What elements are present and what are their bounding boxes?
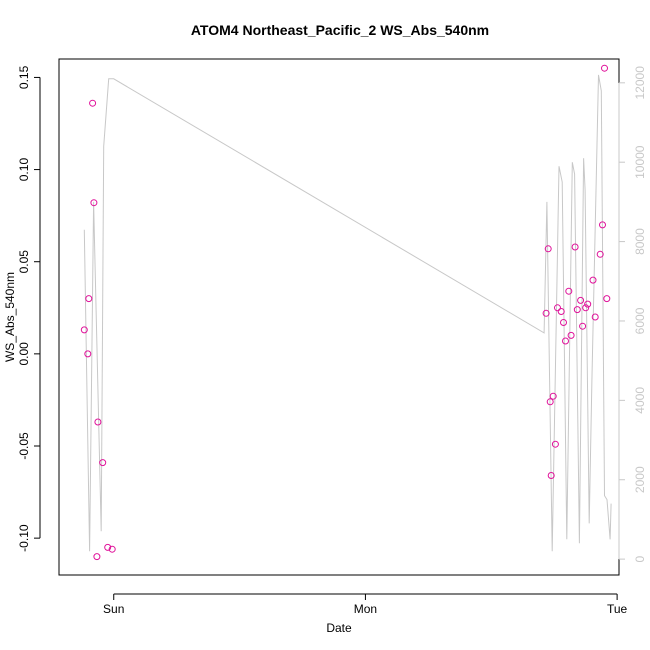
data-point — [571, 243, 579, 251]
data-point — [557, 308, 565, 315]
y-tick-label-right: 6000 — [633, 307, 647, 334]
data-point — [99, 459, 107, 467]
data-point — [90, 199, 98, 207]
data-point — [562, 337, 569, 345]
x-tick-label: Sun — [103, 602, 124, 616]
data-point — [542, 309, 550, 317]
y-tick-label-right: 10000 — [633, 145, 647, 179]
data-point — [582, 304, 590, 312]
y-tick-label-left: -0.10 — [17, 524, 31, 552]
data-point — [577, 296, 585, 304]
y-tick-label-left: 0.00 — [17, 342, 31, 366]
data-point — [551, 440, 559, 448]
data-point — [108, 545, 116, 553]
y-axis-right: 0 2000 4000 6000 8000 10000 12000 — [618, 66, 647, 562]
data-point — [589, 276, 597, 284]
secondary-line-layer — [83, 74, 612, 552]
x-tick-label: Mon — [354, 602, 377, 616]
data-point — [579, 322, 587, 330]
chart-title: ATOM4 Northeast_Pacific_2 WS_Abs_540nm — [191, 22, 489, 38]
y-tick-label-right: 2000 — [633, 466, 647, 493]
data-point — [603, 295, 611, 303]
data-point — [547, 472, 555, 479]
data-point — [89, 99, 97, 107]
x-tick-label: Tue — [607, 602, 628, 616]
y-tick-label-right: 0 — [633, 555, 647, 562]
data-point — [599, 221, 606, 229]
y-tick-label-left: 0.15 — [17, 65, 31, 89]
data-point — [573, 306, 581, 314]
y-axis-left: -0.10 -0.05 0.00 0.05 0.10 0.15 — [17, 65, 41, 552]
y-tick-label-left: 0.05 — [17, 250, 31, 274]
data-point — [104, 543, 112, 551]
data-point — [85, 295, 93, 303]
plot-frame — [58, 58, 620, 576]
data-point — [80, 326, 88, 334]
data-point — [544, 245, 552, 253]
data-point — [84, 350, 92, 358]
data-point — [94, 418, 102, 426]
data-point — [584, 300, 592, 308]
y-tick-label-left: 0.10 — [17, 158, 31, 182]
x-axis-label: Date — [326, 621, 352, 635]
y-tick-label-right: 8000 — [633, 228, 647, 255]
data-point — [567, 331, 575, 339]
series-line — [83, 74, 612, 552]
x-axis: Sun Mon Tue — [103, 593, 628, 616]
y-tick-label-right: 4000 — [633, 387, 647, 414]
data-point — [546, 398, 554, 406]
y-tick-label-left: -0.05 — [17, 432, 31, 460]
data-point — [565, 287, 573, 295]
data-point — [596, 250, 604, 258]
data-point — [601, 64, 608, 72]
data-point — [560, 319, 567, 326]
y-tick-label-right: 12000 — [633, 66, 647, 100]
points-layer — [80, 64, 611, 561]
data-point — [554, 304, 561, 312]
data-point — [591, 313, 599, 321]
data-point — [93, 553, 101, 561]
data-point — [549, 392, 557, 400]
y-axis-label: WS_Abs_540nm — [3, 272, 17, 362]
